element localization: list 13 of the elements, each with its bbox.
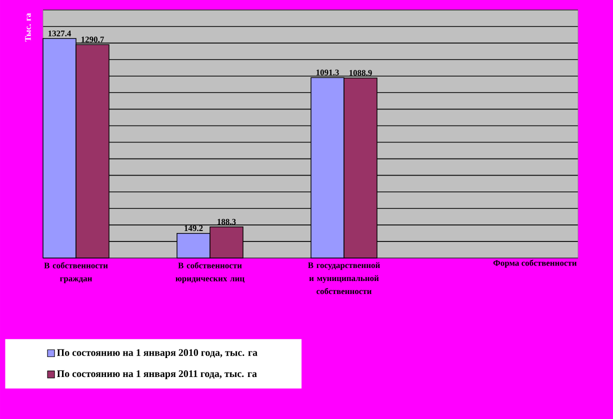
data-label: 1088.9 [349, 70, 372, 76]
x-tick-label: В собственности юридических лиц [176, 262, 244, 284]
data-label: 1091.3 [316, 70, 339, 76]
data-label: 1327.4 [48, 30, 72, 36]
text: Форма собственности [493, 260, 577, 268]
legend-label: По состоянию на 1 января 2011 года, тыс. га [57, 370, 257, 380]
x-tick-label: В собственности граждан [44, 262, 108, 284]
x-tick-label: В государственной и муниципальной собственности [308, 262, 380, 294]
data-label: 149.2 [184, 225, 203, 232]
data-label: 1290.7 [81, 36, 104, 42]
data-label: 188.3 [218, 218, 236, 225]
y-axis-title: Тыс. га [25, 13, 31, 42]
legend-label: По состоянию на 1 января 2010 года, тыс. га [57, 349, 258, 358]
